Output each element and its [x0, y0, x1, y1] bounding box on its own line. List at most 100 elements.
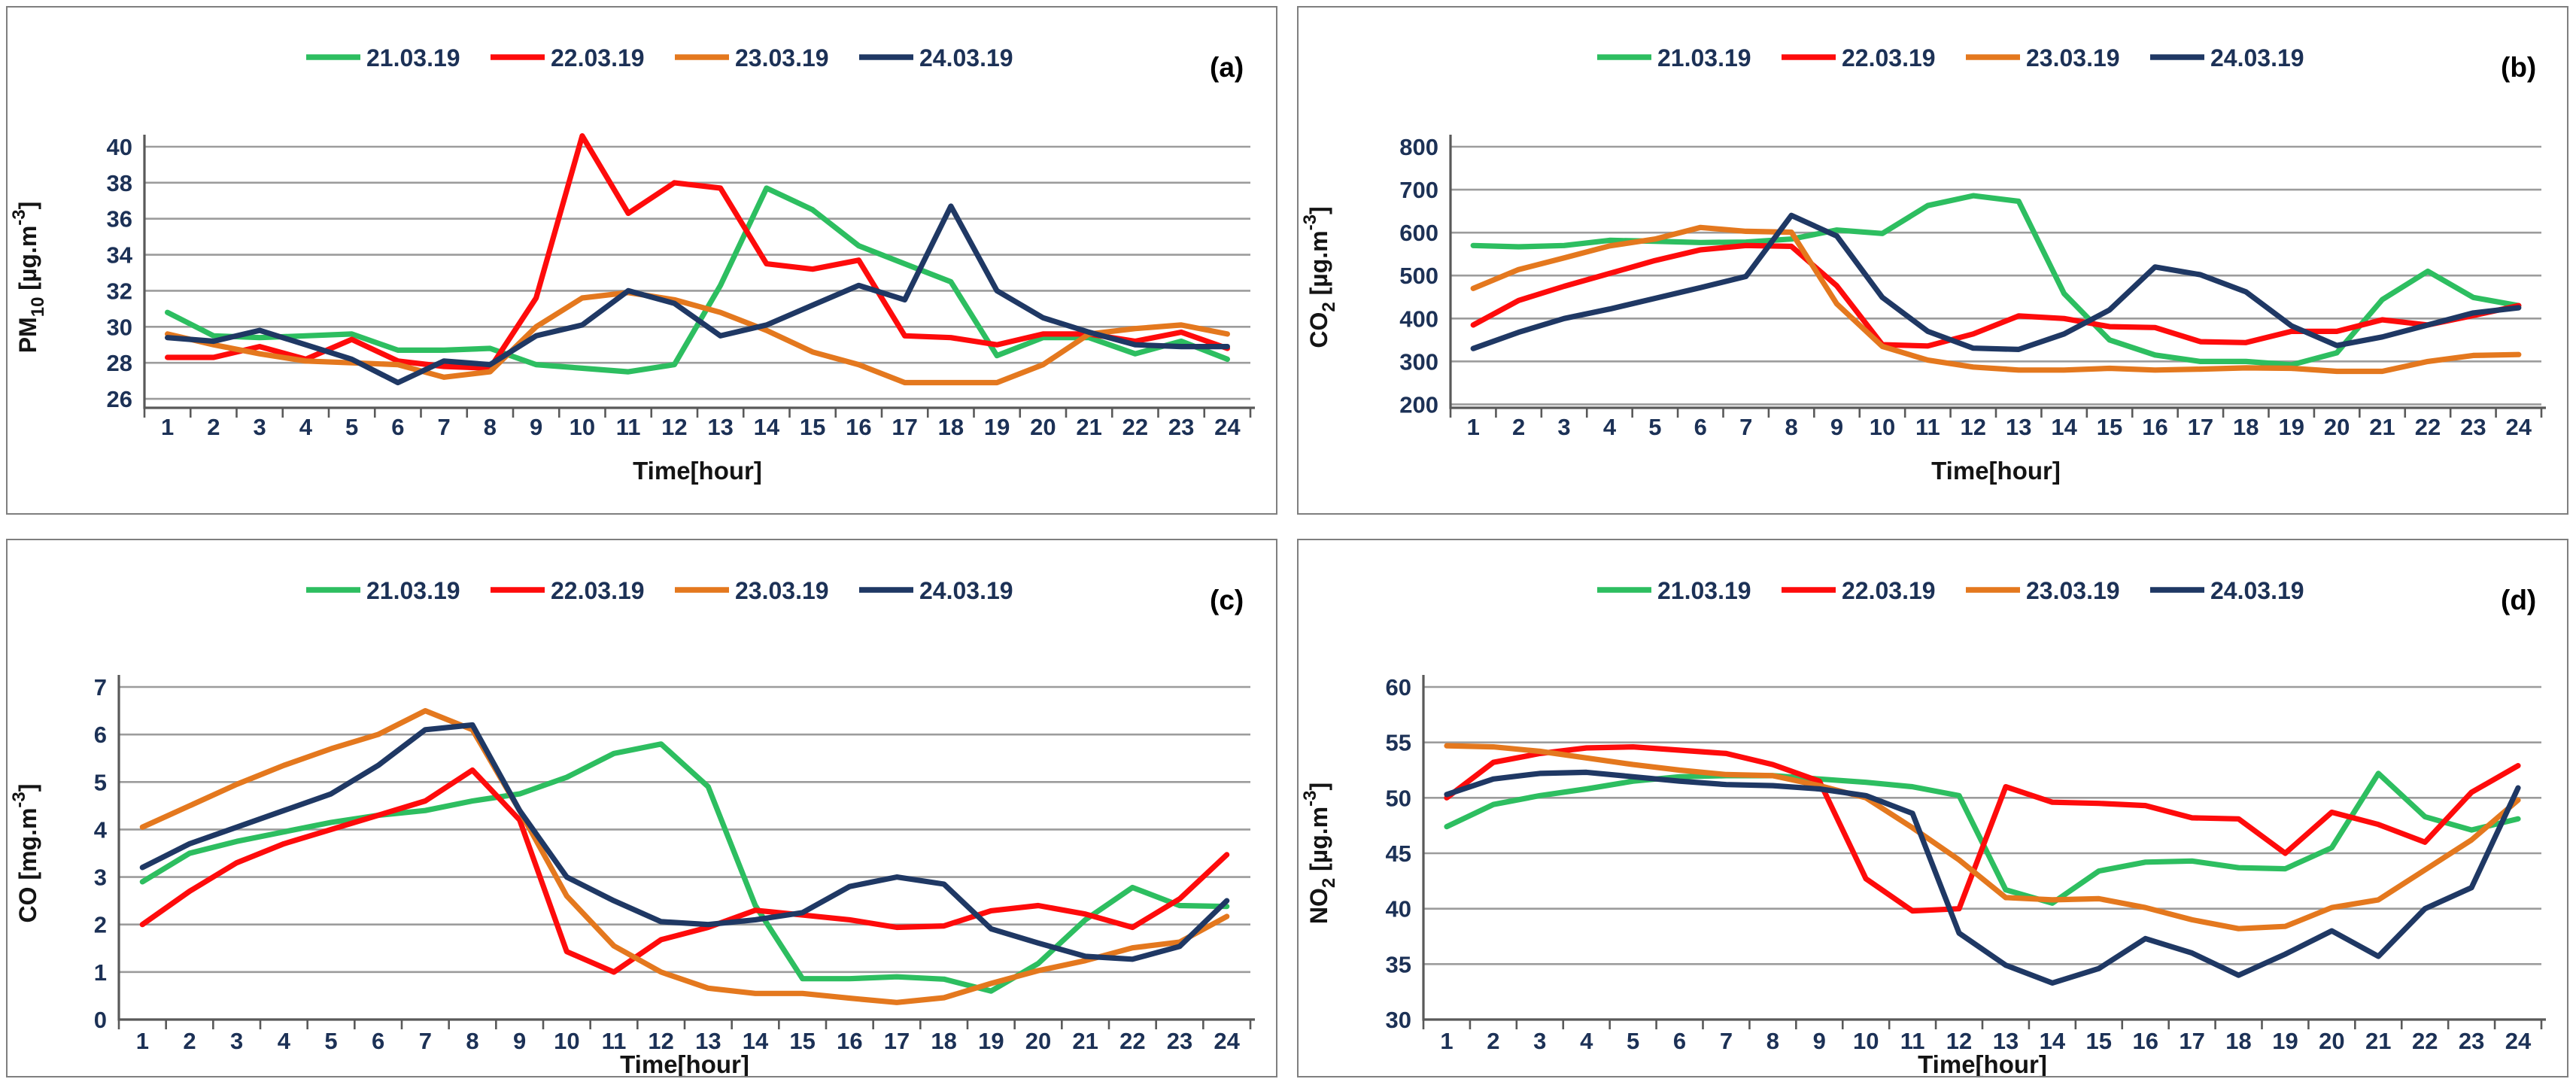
series-line-23.03.19: [139, 708, 1230, 1005]
x-tick-label: 4: [1603, 414, 1617, 440]
y-tick-label: 6: [94, 722, 107, 748]
x-tick-label: 13: [695, 1028, 721, 1054]
x-tick-label: 8: [1785, 414, 1798, 440]
legend-label: 23.03.19: [2026, 44, 2120, 71]
x-tick-label: 7: [1739, 414, 1752, 440]
series-lines: [165, 133, 1231, 386]
x-axis-title: Time[hour]: [620, 1050, 749, 1076]
x-tick-label: 9: [1813, 1028, 1826, 1054]
x-tick-label: 13: [2006, 414, 2031, 440]
y-tick-label: 30: [1386, 1007, 1411, 1033]
x-tick-label: 24: [1214, 414, 1241, 440]
x-tick-label: 22: [2415, 414, 2441, 440]
x-tick-label: 24: [2506, 414, 2532, 440]
x-tick-label: 22: [2412, 1028, 2438, 1054]
gridlines: [1451, 145, 2541, 406]
y-tick-labels: 200 300 400 500 600 700 800: [1399, 134, 1438, 418]
series-line-24.03.19: [1444, 769, 2521, 986]
y-tick-label: 45: [1386, 840, 1411, 867]
legend-label: 21.03.19: [366, 44, 460, 71]
x-axis-title: Time[hour]: [1918, 1050, 2047, 1076]
x-tick-label: 10: [570, 414, 595, 440]
x-tick-label: 22: [1119, 1028, 1145, 1054]
x-tick-label: 11: [1915, 414, 1940, 440]
y-axis-title-part: -3: [1300, 214, 1320, 230]
x-tick-label: 6: [1673, 1028, 1686, 1054]
x-axis-ticks: [117, 1020, 1252, 1029]
y-tick-label: 40: [107, 134, 132, 160]
y-tick-label: 2: [94, 912, 107, 938]
x-tick-label: 11: [616, 414, 641, 440]
legend: 21.03.19 22.03.19 23.03.19 24.03.19: [306, 577, 1013, 604]
y-tick-label: 700: [1399, 177, 1438, 203]
panel-letter: (c): [1210, 585, 1244, 615]
y-tick-label: 0: [94, 1007, 107, 1033]
x-tick-labels: 1 2 3 4 5 6 7 8 9 10 11 12 13 14 15 16 17 18 19 20 21 22 23 24: [136, 1028, 1241, 1054]
x-tick-label: 12: [661, 414, 687, 440]
y-axis-title-part: -3: [1300, 791, 1320, 807]
y-tick-label: 3: [94, 865, 107, 891]
x-tick-label: 13: [707, 414, 733, 440]
x-tick-label: 6: [372, 1028, 384, 1054]
y-axis-title-part: CO [mg.m: [14, 808, 41, 923]
legend-label: 21.03.19: [366, 577, 460, 604]
y-axis-title-part: -3: [9, 209, 29, 225]
x-axis-title: Time[hour]: [1931, 457, 2061, 485]
x-tick-label: 14: [2051, 414, 2077, 440]
x-tick-label: 11: [1900, 1028, 1925, 1054]
y-tick-label: 50: [1386, 785, 1411, 811]
x-tick-label: 2: [207, 414, 220, 440]
panel-b-co2: 200 300 400 500 600 700 800 1 2 3 4 5 6 7 8 9 10 11 12 13 14…: [1297, 6, 2568, 515]
series-line-24.03.19: [165, 203, 1231, 386]
series-line-21.03.19: [1444, 770, 2521, 906]
y-tick-label: 32: [107, 278, 132, 304]
legend-label: 22.03.19: [1842, 44, 1936, 71]
x-axis-ticks: [143, 408, 1252, 418]
x-tick-label: 12: [1961, 414, 1986, 440]
y-axis-title: CO2 [µg.m-3]: [1300, 206, 1339, 348]
series-line-21.03.19: [165, 185, 1231, 375]
figure-bottom-row: 0 1 2 3 4 5 6 7 1 2 3 4 5 6 7 8 9 10 11 12 13 14 15 16 17 18 19 20 2…: [6, 539, 2570, 1077]
y-tick-label: 300: [1399, 348, 1438, 375]
x-tick-label: 24: [2505, 1028, 2532, 1054]
x-tick-label: 15: [2097, 414, 2122, 440]
x-tick-label: 23: [2459, 1028, 2484, 1054]
x-tick-label: 23: [1167, 1028, 1192, 1054]
x-tick-label: 15: [789, 1028, 815, 1054]
x-tick-label: 24: [1214, 1028, 1240, 1054]
panel-letter: (a): [1210, 52, 1244, 83]
y-tick-label: 60: [1386, 674, 1411, 701]
series-lines: [1444, 743, 2521, 986]
x-tick-label: 1: [1467, 414, 1480, 440]
x-tick-label: 22: [1122, 414, 1148, 440]
x-tick-label: 5: [1627, 1028, 1639, 1054]
y-tick-label: 30: [107, 314, 132, 340]
x-tick-label: 19: [2272, 1028, 2298, 1054]
x-tick-label: 20: [2324, 414, 2350, 440]
x-tick-label: 16: [2142, 414, 2167, 440]
series-line-22.03.19: [1470, 242, 2522, 349]
y-tick-label: 7: [94, 674, 107, 701]
y-axis-title-part: [µg.m: [1305, 230, 1332, 302]
series-line-23.03.19: [1444, 743, 2521, 932]
legend-label: 24.03.19: [2210, 577, 2304, 604]
x-tick-label: 9: [530, 414, 542, 440]
x-tick-label: 17: [2188, 414, 2213, 440]
y-axis-title-part: [µg.m: [1305, 807, 1332, 878]
series-lines: [1470, 193, 2522, 375]
legend-label: 21.03.19: [1657, 44, 1751, 71]
x-tick-label: 8: [466, 1028, 478, 1054]
legend-label: 23.03.19: [735, 44, 829, 71]
x-tick-labels: 1 2 3 4 5 6 7 8 9 10 11 12 13 14 15 16 17 18 19 20 21 22 23 24: [161, 414, 1241, 440]
series-line-24.03.19: [1470, 212, 2522, 352]
series-lines: [139, 708, 1230, 1005]
x-tick-label: 17: [892, 414, 917, 440]
x-tick-label: 18: [931, 1028, 956, 1054]
y-axis-title-part: ]: [14, 202, 41, 210]
x-tick-label: 4: [1580, 1028, 1593, 1054]
x-tick-label: 16: [2132, 1028, 2158, 1054]
